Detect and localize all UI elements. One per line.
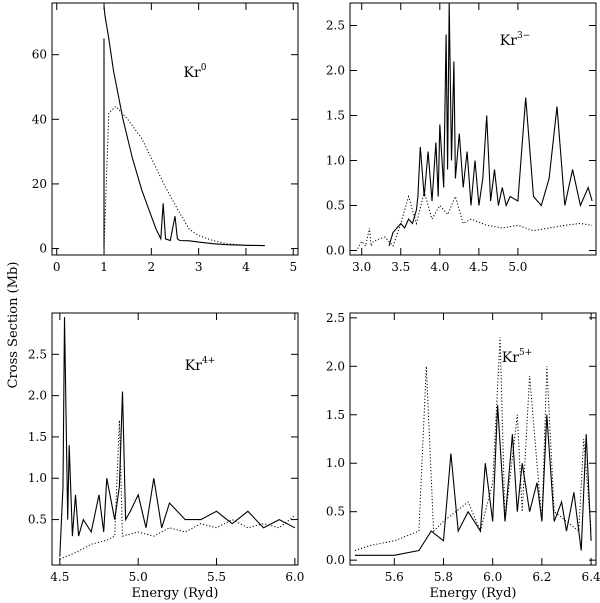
y-tick-label: 1.5 [28,430,47,444]
y-tick-label: 2.5 [326,19,345,33]
x-tick-label: 3.5 [391,260,410,274]
panel-label: Kr0 [184,63,207,81]
y-tick-label: 2.0 [326,359,345,373]
y-tick-label: 2.0 [326,64,345,78]
plot-frame [51,2,299,256]
panel-label: Kr4+ [185,356,215,374]
x-axis-title: Energy (Ryd) [132,586,219,601]
x-axis-title: Energy (Ryd) [430,586,517,601]
plot-frame [349,2,597,256]
x-tick-label: 5.0 [129,570,148,584]
series-dotted [357,190,593,249]
ion-charge: 0 [201,63,207,73]
x-tick-label: 1 [100,260,108,274]
ion-charge: 3− [517,31,530,41]
x-tick-label: 5.8 [434,570,453,584]
x-tick-label: 4.5 [50,570,69,584]
x-tick-label: 4.5 [469,260,488,274]
ion-charge: 4+ [202,356,215,366]
series-dotted [103,105,265,249]
ion-symbol: Kr [500,33,517,49]
x-tick-label: 5.0 [508,260,527,274]
x-tick-label: 4 [242,260,250,274]
panel-label: Kr3− [500,31,530,49]
series-dotted [59,420,296,560]
series-dotted [354,337,592,551]
panel-3: 4.5 5.0 5.5 6.0 0.5 1.0 1.5 2.0 2.5 Kr4+ Energy (R… [28,312,304,601]
x-tick-label: 6.2 [532,570,551,584]
y-tick-label: 0.5 [326,505,345,519]
x-tick-label: 0 [53,260,61,274]
x-tick-label: 6.0 [285,570,304,584]
series-solid [103,6,265,247]
y-tick-label: 0.0 [326,244,345,258]
y-tick-label: 20 [32,177,47,191]
x-tick-label: 6.4 [582,570,600,584]
y-tick-label: 2.0 [28,389,47,403]
y-axis-title: Cross Section (Mb) [6,262,21,389]
x-tick-label: 5 [289,260,297,274]
x-tick-label: 6.0 [483,570,502,584]
ion-symbol: Kr [184,65,201,81]
x-tick-label: 5.6 [385,570,404,584]
y-tick-label: 2.5 [326,311,345,325]
x-tick-label: 2 [148,260,156,274]
panel-2: 3.0 3.5 4.0 4.5 5.0 0.0 0.5 1.0 1.5 2.0 2.5 Kr3− [326,2,597,274]
y-tick-label: 1.0 [28,471,47,485]
y-tick-label: 0 [39,242,47,256]
x-tick-label: 5.5 [207,570,226,584]
panel-4: 5.6 5.8 6.0 6.2 6.4 0.0 0.5 1.0 1.5 2.0 2.5 Kr5+ Ene… [326,311,600,601]
series-solid [354,405,592,556]
y-tick-label: 0.0 [326,553,345,567]
series-solid [388,2,593,247]
x-tick-label: 3 [195,260,203,274]
x-tick-label: 3.0 [352,260,371,274]
y-tick-label: 40 [32,112,47,126]
y-tick-label: 1.5 [326,109,345,123]
ion-symbol: Kr [185,358,202,374]
y-tick-label: 1.0 [326,456,345,470]
y-tick-label: 1.5 [326,408,345,422]
plot-frame [349,312,597,566]
series-solid [59,317,296,557]
y-tick-label: 2.5 [28,347,47,361]
y-tick-label: 60 [32,48,47,62]
y-tick-label: 1.0 [326,154,345,168]
plot-frame [51,312,299,566]
y-tick-label: 0.5 [28,513,47,527]
y-tick-label: 0.5 [326,199,345,213]
panel-label: Kr5+ [502,348,532,366]
ion-symbol: Kr [502,350,519,366]
ion-charge: 5+ [519,348,532,358]
x-tick-label: 4.0 [430,260,449,274]
